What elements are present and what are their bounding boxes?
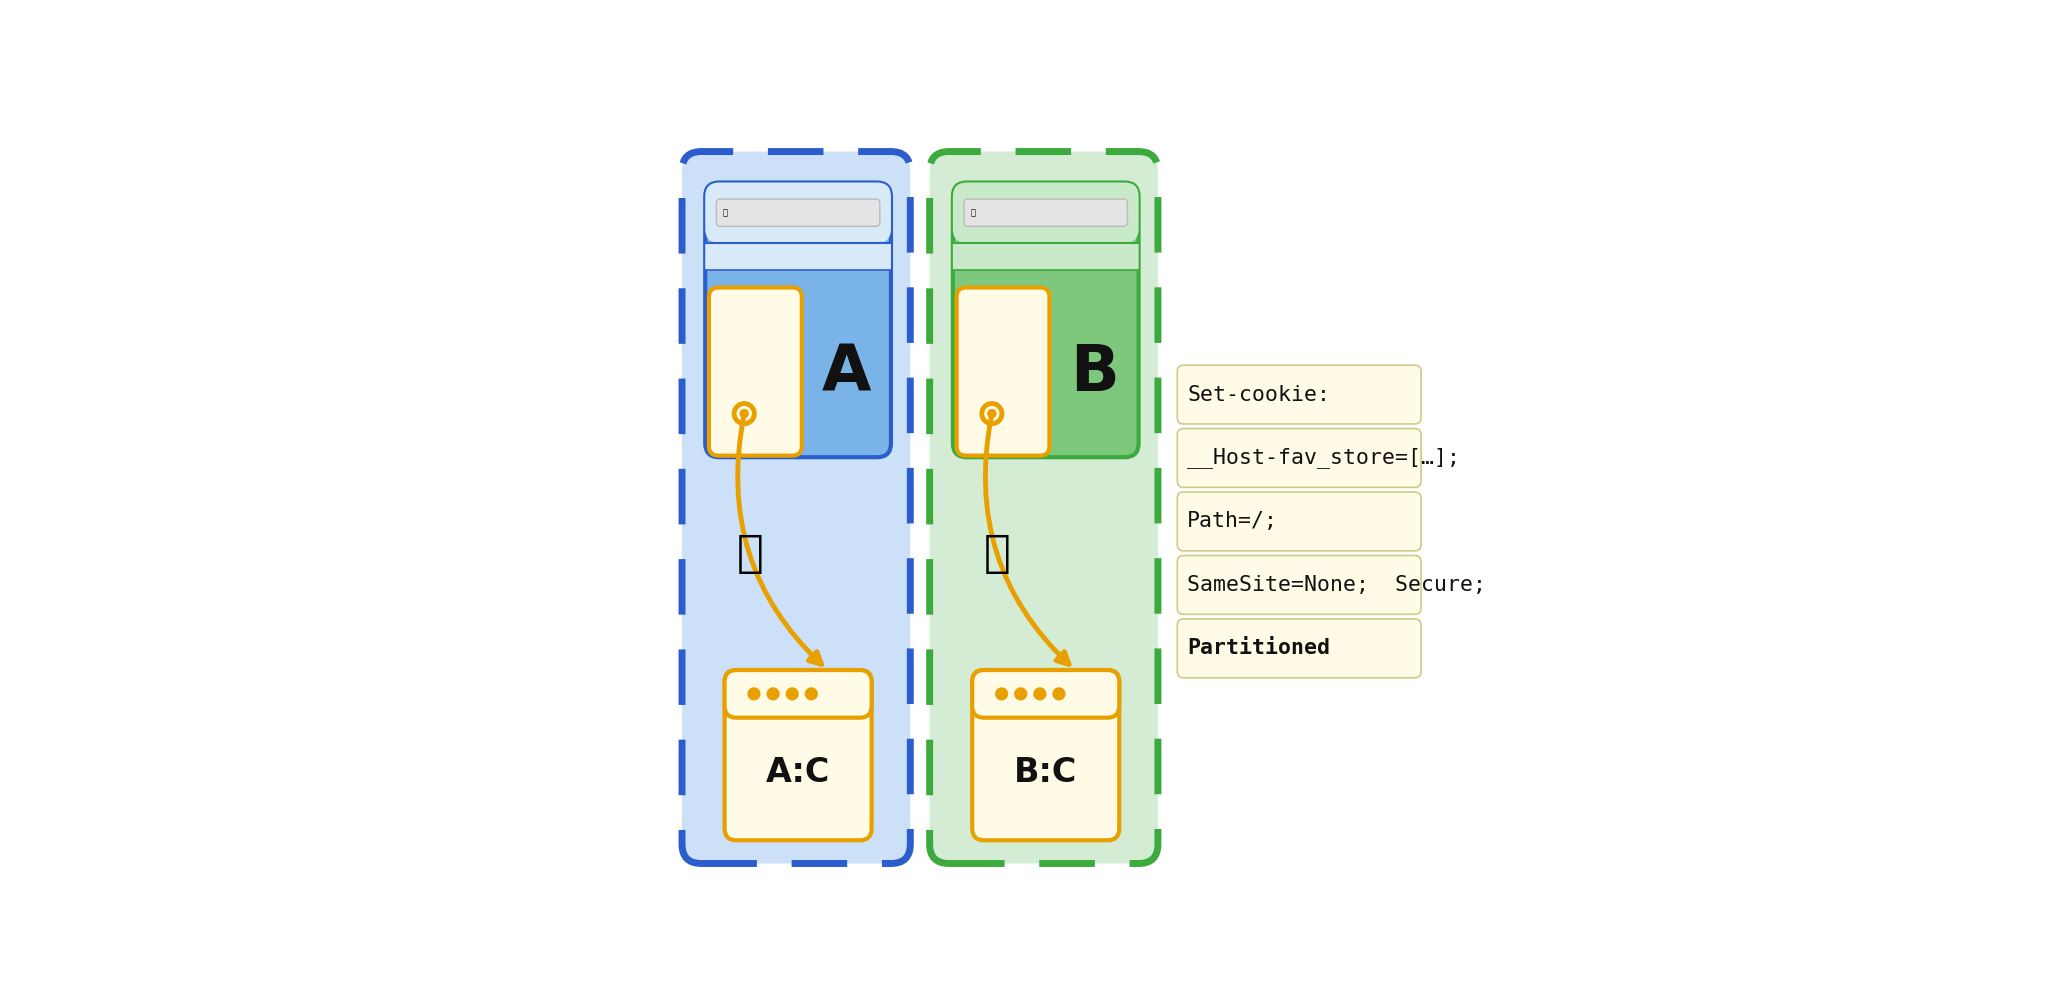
FancyBboxPatch shape [1178, 556, 1421, 614]
FancyBboxPatch shape [956, 287, 1049, 455]
FancyBboxPatch shape [1178, 492, 1421, 551]
FancyBboxPatch shape [709, 287, 803, 455]
Text: A:C: A:C [766, 756, 829, 789]
Text: 🍪: 🍪 [985, 532, 1012, 575]
FancyBboxPatch shape [952, 183, 1139, 243]
FancyBboxPatch shape [725, 670, 872, 840]
FancyBboxPatch shape [717, 199, 881, 226]
FancyBboxPatch shape [725, 670, 872, 718]
FancyBboxPatch shape [952, 243, 1139, 270]
FancyBboxPatch shape [973, 670, 1120, 840]
Text: SameSite=None;  Secure;: SameSite=None; Secure; [1188, 575, 1487, 595]
Text: __Host-fav_store=[…];: __Host-fav_store=[…]; [1188, 447, 1460, 468]
Text: 🔒: 🔒 [723, 208, 727, 217]
FancyBboxPatch shape [682, 152, 909, 863]
FancyBboxPatch shape [1178, 428, 1421, 487]
FancyBboxPatch shape [705, 183, 891, 243]
Text: B: B [1069, 342, 1118, 404]
Circle shape [1053, 688, 1065, 699]
FancyBboxPatch shape [952, 183, 1139, 457]
FancyBboxPatch shape [1178, 365, 1421, 424]
FancyBboxPatch shape [930, 152, 1157, 863]
Circle shape [987, 410, 995, 418]
Text: A: A [821, 342, 870, 404]
Text: Partitioned: Partitioned [1188, 638, 1331, 658]
Circle shape [995, 688, 1008, 699]
Text: Path=/;: Path=/; [1188, 512, 1278, 532]
FancyBboxPatch shape [1178, 619, 1421, 677]
Text: 🍪: 🍪 [737, 532, 764, 575]
Text: B:C: B:C [1014, 756, 1077, 789]
Circle shape [1034, 688, 1047, 699]
FancyBboxPatch shape [705, 183, 891, 457]
FancyBboxPatch shape [965, 199, 1128, 226]
FancyBboxPatch shape [973, 670, 1120, 718]
Circle shape [768, 688, 778, 699]
Circle shape [1016, 688, 1026, 699]
Circle shape [748, 688, 760, 699]
Circle shape [786, 688, 799, 699]
Text: 🔒: 🔒 [971, 208, 975, 217]
Text: Set-cookie:: Set-cookie: [1188, 385, 1331, 405]
Circle shape [805, 688, 817, 699]
Circle shape [739, 410, 748, 418]
FancyBboxPatch shape [705, 243, 891, 270]
